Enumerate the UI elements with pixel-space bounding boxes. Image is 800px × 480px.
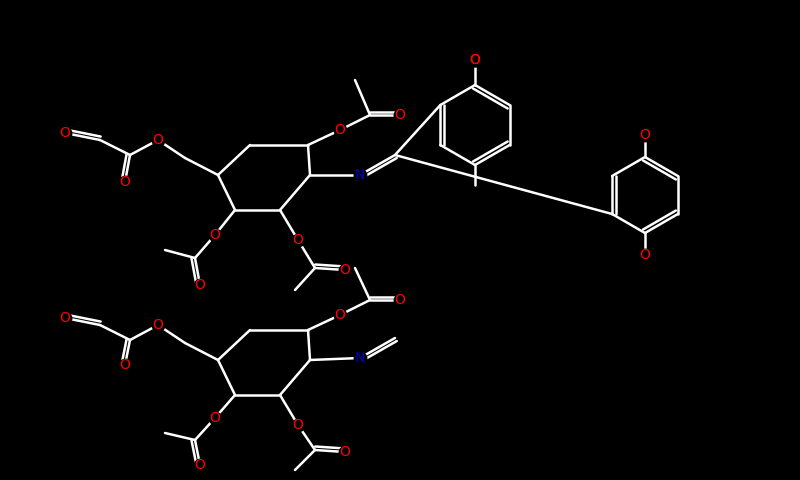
Text: O: O (394, 108, 406, 122)
Text: O: O (334, 123, 346, 137)
Text: O: O (59, 126, 70, 140)
Text: O: O (153, 133, 163, 147)
Text: O: O (639, 128, 650, 142)
Text: O: O (194, 278, 206, 292)
Text: O: O (470, 53, 481, 67)
Text: O: O (59, 311, 70, 325)
Text: O: O (339, 445, 350, 459)
Text: N: N (355, 351, 365, 365)
Text: O: O (293, 418, 303, 432)
Text: O: O (394, 293, 406, 307)
Text: O: O (470, 53, 481, 67)
Text: O: O (119, 175, 130, 189)
Text: O: O (210, 411, 221, 425)
Text: O: O (210, 228, 221, 242)
Text: O: O (639, 248, 650, 262)
Text: O: O (119, 358, 130, 372)
Text: N: N (355, 168, 365, 182)
Text: O: O (293, 233, 303, 247)
Text: O: O (339, 263, 350, 277)
Text: O: O (153, 318, 163, 332)
Text: O: O (334, 308, 346, 322)
Text: O: O (194, 458, 206, 472)
